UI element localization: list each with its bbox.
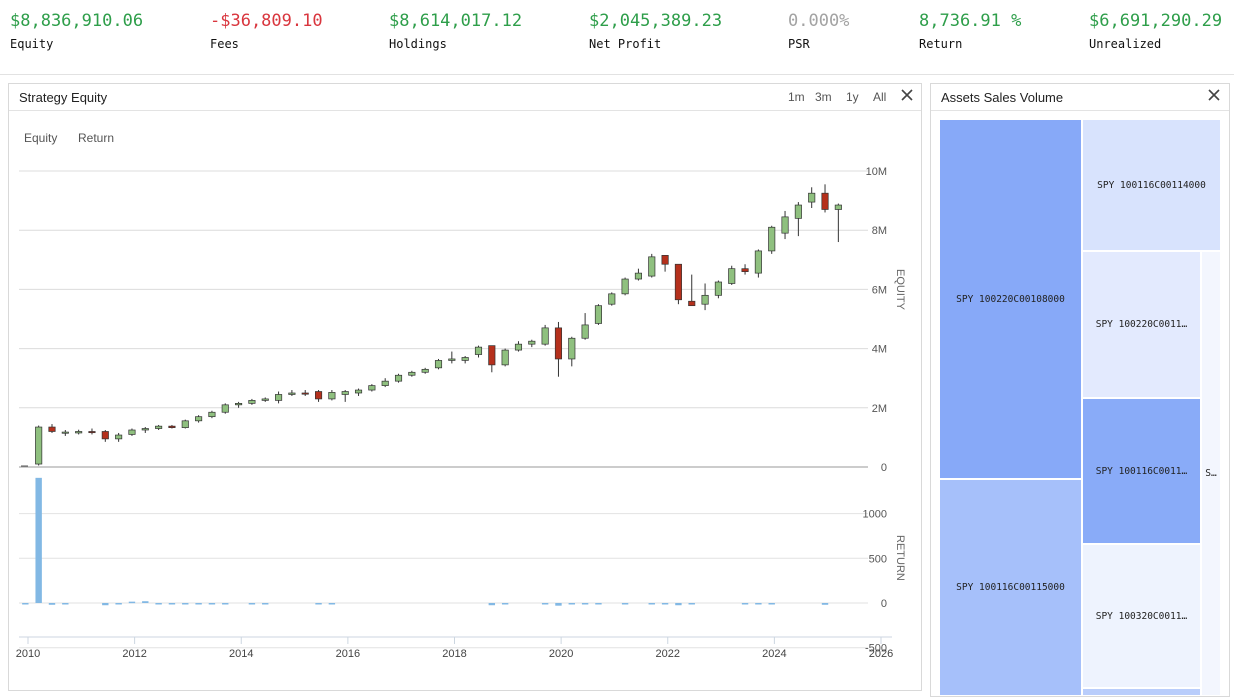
panel-header: Strategy Equity 1m 3m 1y All	[9, 84, 921, 111]
treemap-cell[interactable]: SPY 100320C0011…	[1082, 544, 1201, 688]
stat-value: 8,736.91 %	[919, 11, 1022, 31]
treemap-cell-label: SPY 100116C0011…	[1095, 465, 1188, 477]
range-all-button[interactable]: All	[873, 90, 887, 104]
panel-title: Assets Sales Volume	[941, 90, 1064, 105]
treemap-cell[interactable]	[1082, 688, 1201, 696]
stat-return: 8,736.91 % Return	[919, 10, 1021, 52]
treemap-cell[interactable]: SPY 100116C0011…	[1082, 398, 1201, 544]
treemap-cell-label: S…	[1205, 468, 1217, 479]
close-icon[interactable]	[899, 87, 915, 103]
stat-fees: -$36,809.10 Fees	[210, 10, 323, 52]
strategy-equity-panel: Strategy Equity 1m 3m 1y All Equity Retu…	[8, 83, 922, 691]
stat-label: PSR	[788, 37, 810, 51]
stat-holdings: $8,614,017.12 Holdings	[389, 10, 522, 52]
range-1m-button[interactable]: 1m	[788, 90, 805, 104]
treemap-cell-label: SPY 100320C0011…	[1095, 610, 1188, 622]
stat-value: $6,691,290.29	[1089, 11, 1223, 31]
stat-label: Equity	[10, 37, 54, 51]
stat-value: 0.000%	[788, 11, 850, 31]
stat-value: -$36,809.10	[210, 11, 323, 31]
stats-bar: $8,836,910.06 Equity -$36,809.10 Fees $8…	[0, 0, 1234, 75]
stat-label: Unrealized	[1089, 37, 1162, 51]
treemap-cell[interactable]: SPY 100220C00108000	[939, 119, 1082, 479]
treemap-cell[interactable]: SPY 100116C00115000	[939, 479, 1082, 696]
treemap: SPY 100220C00108000 SPY 100116C00114000 …	[939, 119, 1221, 696]
stat-value: $2,045,389.23	[589, 11, 723, 31]
stat-label: Fees	[210, 37, 239, 51]
legend-return[interactable]: Return	[78, 131, 115, 145]
treemap-cell[interactable]: SPY 100116C00114000	[1082, 119, 1221, 251]
stat-net-profit: $2,045,389.23 Net Profit	[589, 10, 722, 52]
stat-value: $8,614,017.12	[389, 11, 523, 31]
stat-equity: $8,836,910.06 Equity	[10, 10, 143, 52]
panel-title: Strategy Equity	[19, 90, 108, 105]
assets-sales-volume-panel: Assets Sales Volume SPY 100220C00108000 …	[930, 83, 1230, 697]
panel-header: Assets Sales Volume	[931, 84, 1229, 111]
close-icon[interactable]	[1206, 87, 1222, 103]
stat-label: Net Profit	[589, 37, 662, 51]
range-3m-button[interactable]: 3m	[815, 90, 832, 104]
treemap-cell-label: SPY 100220C0011…	[1095, 319, 1188, 330]
stat-value: $8,836,910.06	[10, 11, 144, 31]
stat-label: Return	[919, 37, 963, 51]
stat-psr: 0.000% PSR	[788, 10, 849, 52]
treemap-cell-label: SPY 100116C00114000	[1097, 179, 1206, 191]
treemap-cell-label: SPY 100220C00108000	[956, 293, 1065, 305]
treemap-cell[interactable]: S…	[1201, 251, 1221, 696]
treemap-cell-label: SPY 100116C00115000	[956, 582, 1065, 593]
stat-label: Holdings	[389, 37, 447, 51]
stat-unrealized: $6,691,290.29 Unrealized	[1089, 10, 1222, 52]
legend-equity[interactable]: Equity	[24, 131, 58, 145]
range-1y-button[interactable]: 1y	[846, 90, 859, 104]
treemap-cell[interactable]: SPY 100220C0011…	[1082, 251, 1201, 398]
